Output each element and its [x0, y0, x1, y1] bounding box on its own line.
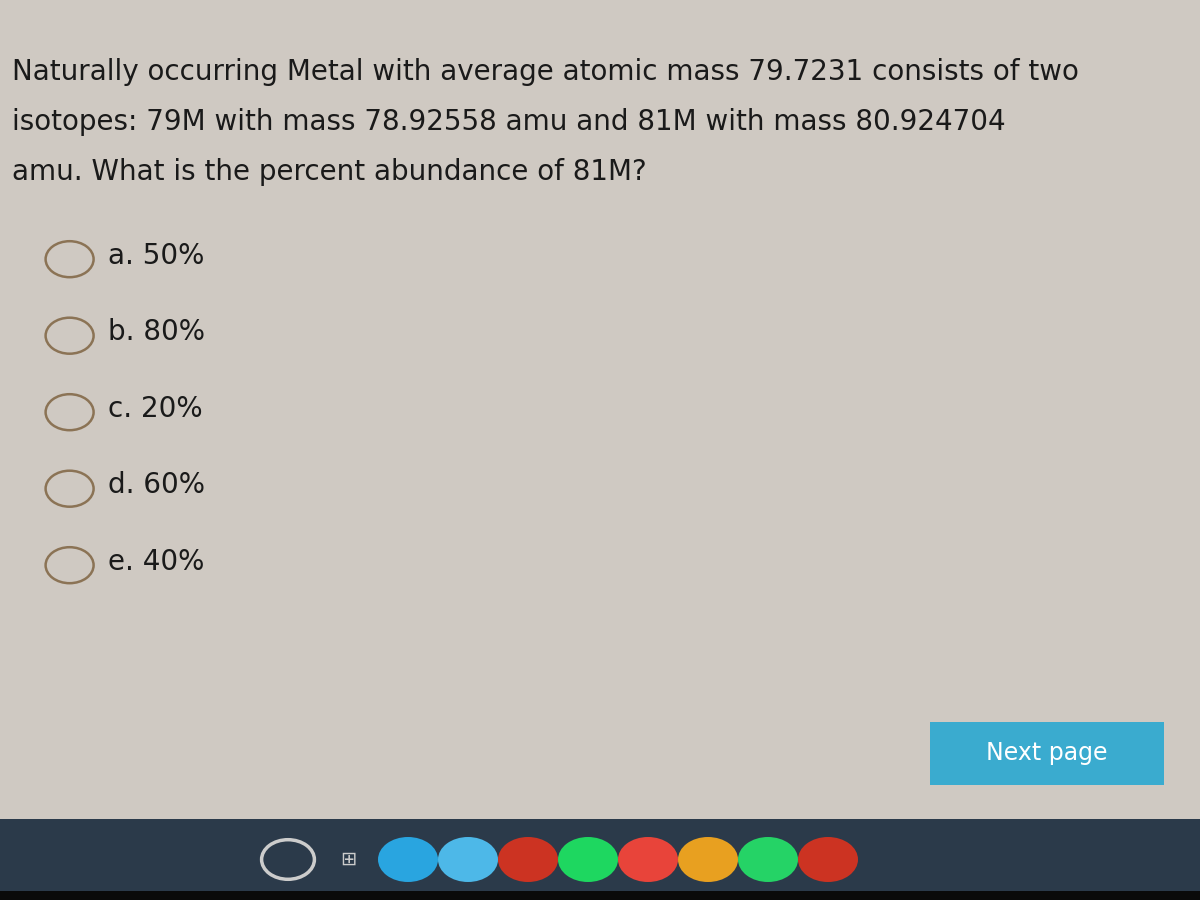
Text: amu. What is the percent abundance of 81M?: amu. What is the percent abundance of 81…	[12, 158, 647, 185]
Circle shape	[498, 837, 558, 882]
Circle shape	[798, 837, 858, 882]
Circle shape	[738, 837, 798, 882]
FancyBboxPatch shape	[0, 891, 1200, 900]
Text: Naturally occurring Metal with average atomic mass 79.7231 consists of two: Naturally occurring Metal with average a…	[12, 58, 1079, 86]
Text: e. 40%: e. 40%	[108, 547, 204, 576]
Circle shape	[558, 837, 618, 882]
Circle shape	[378, 837, 438, 882]
Circle shape	[438, 837, 498, 882]
Text: c. 20%: c. 20%	[108, 394, 203, 423]
Text: d. 60%: d. 60%	[108, 471, 205, 500]
Circle shape	[678, 837, 738, 882]
Text: ⊞: ⊞	[340, 850, 356, 869]
Text: a. 50%: a. 50%	[108, 241, 204, 270]
FancyBboxPatch shape	[930, 722, 1164, 785]
FancyBboxPatch shape	[0, 819, 1200, 900]
FancyBboxPatch shape	[0, 0, 1200, 819]
Text: isotopes: 79M with mass 78.92558 amu and 81M with mass 80.924704: isotopes: 79M with mass 78.92558 amu and…	[12, 108, 1006, 136]
Text: b. 80%: b. 80%	[108, 318, 205, 346]
Circle shape	[618, 837, 678, 882]
Text: Next page: Next page	[986, 742, 1108, 765]
